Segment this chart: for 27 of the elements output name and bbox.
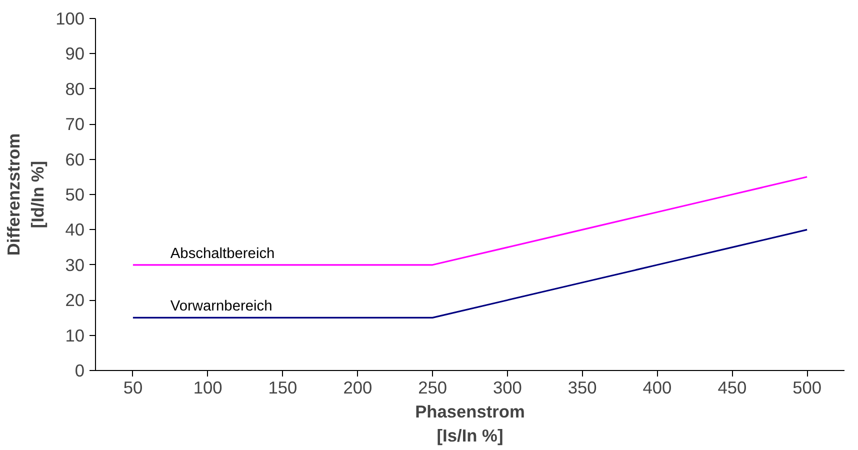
y-tick-label: 80: [65, 78, 85, 99]
x-tick-label: 300: [492, 378, 522, 398]
x-tick-label: 400: [642, 378, 672, 398]
y-axis-title: Differenzstrom [Id/In %]: [4, 133, 48, 256]
series-label: Vorwarnbereich: [170, 298, 272, 315]
y-tick-label: 70: [65, 114, 85, 134]
y-tick-label: 10: [65, 325, 85, 346]
x-tick-label: 200: [343, 378, 372, 398]
x-axis-title: Phasenstrom [Is/In %]: [415, 402, 525, 446]
x-tick-label: 250: [418, 378, 448, 398]
x-tick-label: 350: [568, 378, 597, 398]
line-series: [132, 228, 808, 318]
x-tick-label: 100: [193, 378, 222, 398]
y-tick-label: 40: [65, 220, 85, 240]
y-tick-label: 100: [56, 8, 85, 28]
y-tick-label: 30: [65, 254, 85, 275]
y-tick-label: 0: [74, 360, 85, 380]
x-tick-label: 50: [123, 378, 143, 398]
y-tick-label: 60: [65, 149, 85, 170]
x-tick-label: 500: [792, 378, 822, 398]
x-tick-label: 150: [268, 378, 298, 398]
series-label: Abschaltbereich: [170, 246, 275, 262]
y-tick-label: 50: [65, 184, 85, 204]
y-tick-label: 20: [65, 290, 85, 310]
x-tick-label: 450: [718, 378, 747, 398]
line-series: [132, 176, 808, 266]
y-tick-label: 90: [65, 44, 85, 64]
